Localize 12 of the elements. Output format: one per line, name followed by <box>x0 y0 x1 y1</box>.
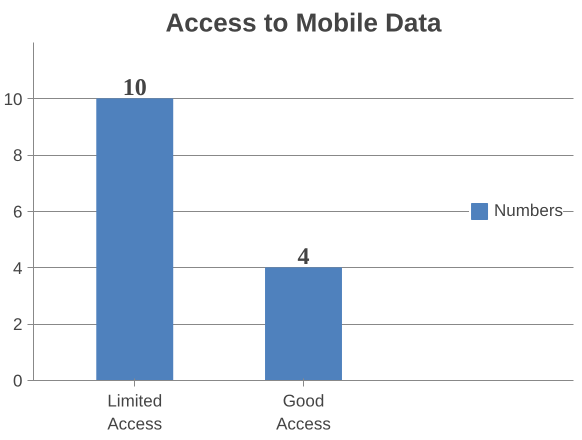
y-tick-label: 8 <box>13 146 23 166</box>
chart-title: Access to Mobile Data <box>166 8 442 38</box>
x-tick-label: Limited Access <box>107 392 162 434</box>
y-tick-label: 10 <box>4 90 23 109</box>
data-label: 10 <box>122 74 147 101</box>
x-tick-label: Good Access <box>276 392 331 434</box>
y-tick-label: 0 <box>13 372 23 390</box>
y-tick-label: 4 <box>13 258 23 278</box>
data-label: 4 <box>298 244 310 270</box>
y-tick-label: 6 <box>13 202 23 222</box>
y-tick-label: 2 <box>13 315 23 334</box>
legend-label: Numbers <box>494 201 563 221</box>
